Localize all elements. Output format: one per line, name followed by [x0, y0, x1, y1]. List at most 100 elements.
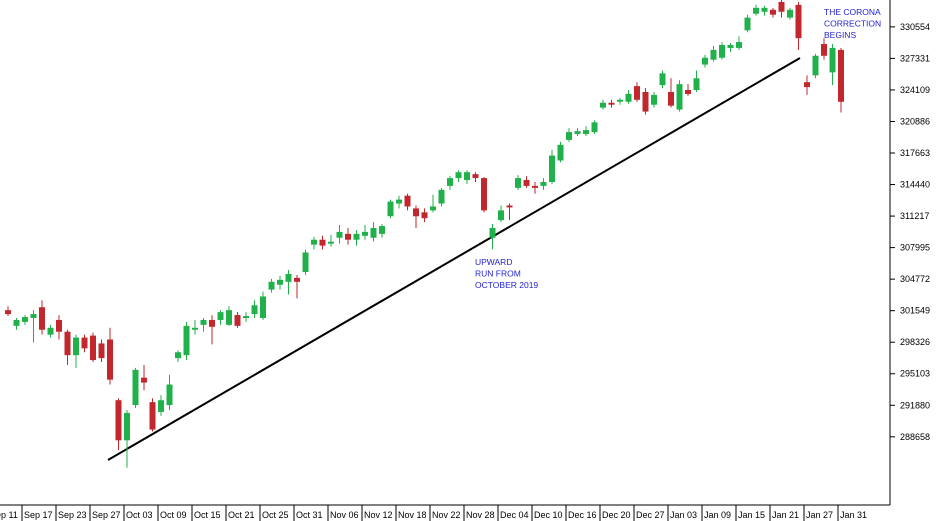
candle-body — [838, 49, 844, 102]
x-tick-label: Nov 22 — [432, 510, 461, 520]
x-tick-label: Oct 25 — [262, 510, 289, 520]
candle-body — [90, 335, 96, 361]
candle-body — [600, 102, 606, 108]
x-tick-label: Nov 06 — [330, 510, 359, 520]
y-tick-label: 304772 — [900, 274, 930, 284]
candle-body — [676, 84, 683, 110]
candle-body — [107, 339, 113, 380]
candle-body — [39, 307, 45, 330]
x-tick-label: Nov 28 — [466, 510, 495, 520]
candle-body — [770, 9, 776, 15]
y-tick-label: 320886 — [900, 116, 930, 126]
candle-body — [642, 91, 649, 112]
candle-body — [515, 178, 521, 188]
x-tick-label: Jan 31 — [840, 510, 867, 520]
candle-body — [158, 400, 164, 412]
x-tick-label: Sep 11 — [0, 510, 18, 520]
candle-body — [464, 172, 470, 181]
candle-body — [583, 130, 589, 135]
candle-body — [634, 86, 640, 100]
candle-body — [243, 316, 249, 319]
x-tick-label: Oct 09 — [160, 510, 187, 520]
candle-body — [685, 90, 691, 94]
candle-body — [30, 314, 37, 319]
candle-body — [260, 296, 266, 319]
candle-body — [455, 172, 462, 179]
candle-body — [132, 369, 139, 406]
candle-body — [396, 199, 402, 204]
candle-body — [217, 312, 224, 320]
candle-body — [362, 231, 368, 236]
candle-body — [736, 42, 742, 48]
y-tick-label: 311217 — [900, 211, 929, 221]
trend-line — [107, 57, 801, 461]
y-tick-label: 298326 — [900, 337, 930, 347]
candle-body — [812, 55, 819, 76]
candle-body — [795, 4, 802, 39]
candle-body — [387, 201, 394, 217]
candle-body — [574, 131, 581, 135]
x-tick-label: Oct 31 — [296, 510, 323, 520]
candle-body — [379, 226, 385, 234]
candle-body — [532, 185, 538, 188]
candle-body — [549, 155, 555, 182]
y-tick-label: 307995 — [900, 243, 930, 253]
x-tick-label: Sep 27 — [92, 510, 121, 520]
candle-body — [447, 178, 453, 186]
candle-body — [651, 94, 657, 105]
candle-body — [192, 327, 198, 330]
annotation: THE CORONA — [824, 7, 881, 17]
candle-body — [761, 7, 768, 12]
annotation: UPWARD — [475, 257, 512, 267]
candle-body — [821, 44, 827, 56]
candle-body — [744, 17, 751, 31]
candle-body — [251, 305, 258, 315]
x-tick-label: Sep 23 — [58, 510, 87, 520]
candle-body — [209, 319, 215, 327]
candle-body — [353, 233, 360, 240]
candle-body — [124, 412, 130, 441]
x-tick-label: Dec 16 — [568, 510, 597, 520]
candle-body — [413, 208, 419, 217]
candle-body — [540, 181, 547, 186]
candle-body — [234, 315, 241, 326]
candle-body — [710, 49, 717, 60]
candle-body — [73, 337, 79, 356]
candle-body — [183, 325, 190, 356]
candle-body — [591, 122, 598, 133]
candle-body — [829, 47, 836, 73]
y-tick-label: 288658 — [900, 432, 930, 442]
x-tick-label: Nov 12 — [364, 510, 393, 520]
x-tick-label: Oct 15 — [194, 510, 221, 520]
candle-body — [778, 1, 785, 12]
x-tick-label: Jan 03 — [670, 510, 697, 520]
x-tick-label: Sep 17 — [24, 510, 53, 520]
candle-body — [328, 241, 334, 244]
candle-body — [498, 210, 504, 221]
candle-body — [56, 319, 62, 332]
candle-body — [566, 132, 572, 140]
candle-body — [804, 82, 810, 88]
candle-body — [226, 310, 232, 325]
candle-body — [702, 57, 708, 65]
y-tick-label: 327331 — [900, 53, 930, 63]
y-tick-label: 301549 — [900, 306, 930, 316]
candle-body — [438, 189, 445, 204]
candle-body — [98, 343, 105, 359]
candle-body — [149, 402, 156, 430]
candle-body — [617, 99, 623, 102]
candle-body — [523, 180, 530, 186]
y-tick-label: 324109 — [900, 85, 930, 95]
x-tick-label: Dec 04 — [500, 510, 529, 520]
y-tick-label: 330554 — [900, 22, 930, 32]
x-tick-label: Dec 27 — [636, 510, 665, 520]
candle-body — [166, 384, 173, 406]
y-tick-label: 314440 — [900, 180, 930, 190]
x-tick-label: Oct 03 — [126, 510, 153, 520]
annotation: BEGINS — [824, 30, 856, 40]
y-tick-label: 317663 — [900, 148, 930, 158]
x-tick-label: Oct 21 — [228, 510, 255, 520]
candle-body — [277, 279, 283, 285]
